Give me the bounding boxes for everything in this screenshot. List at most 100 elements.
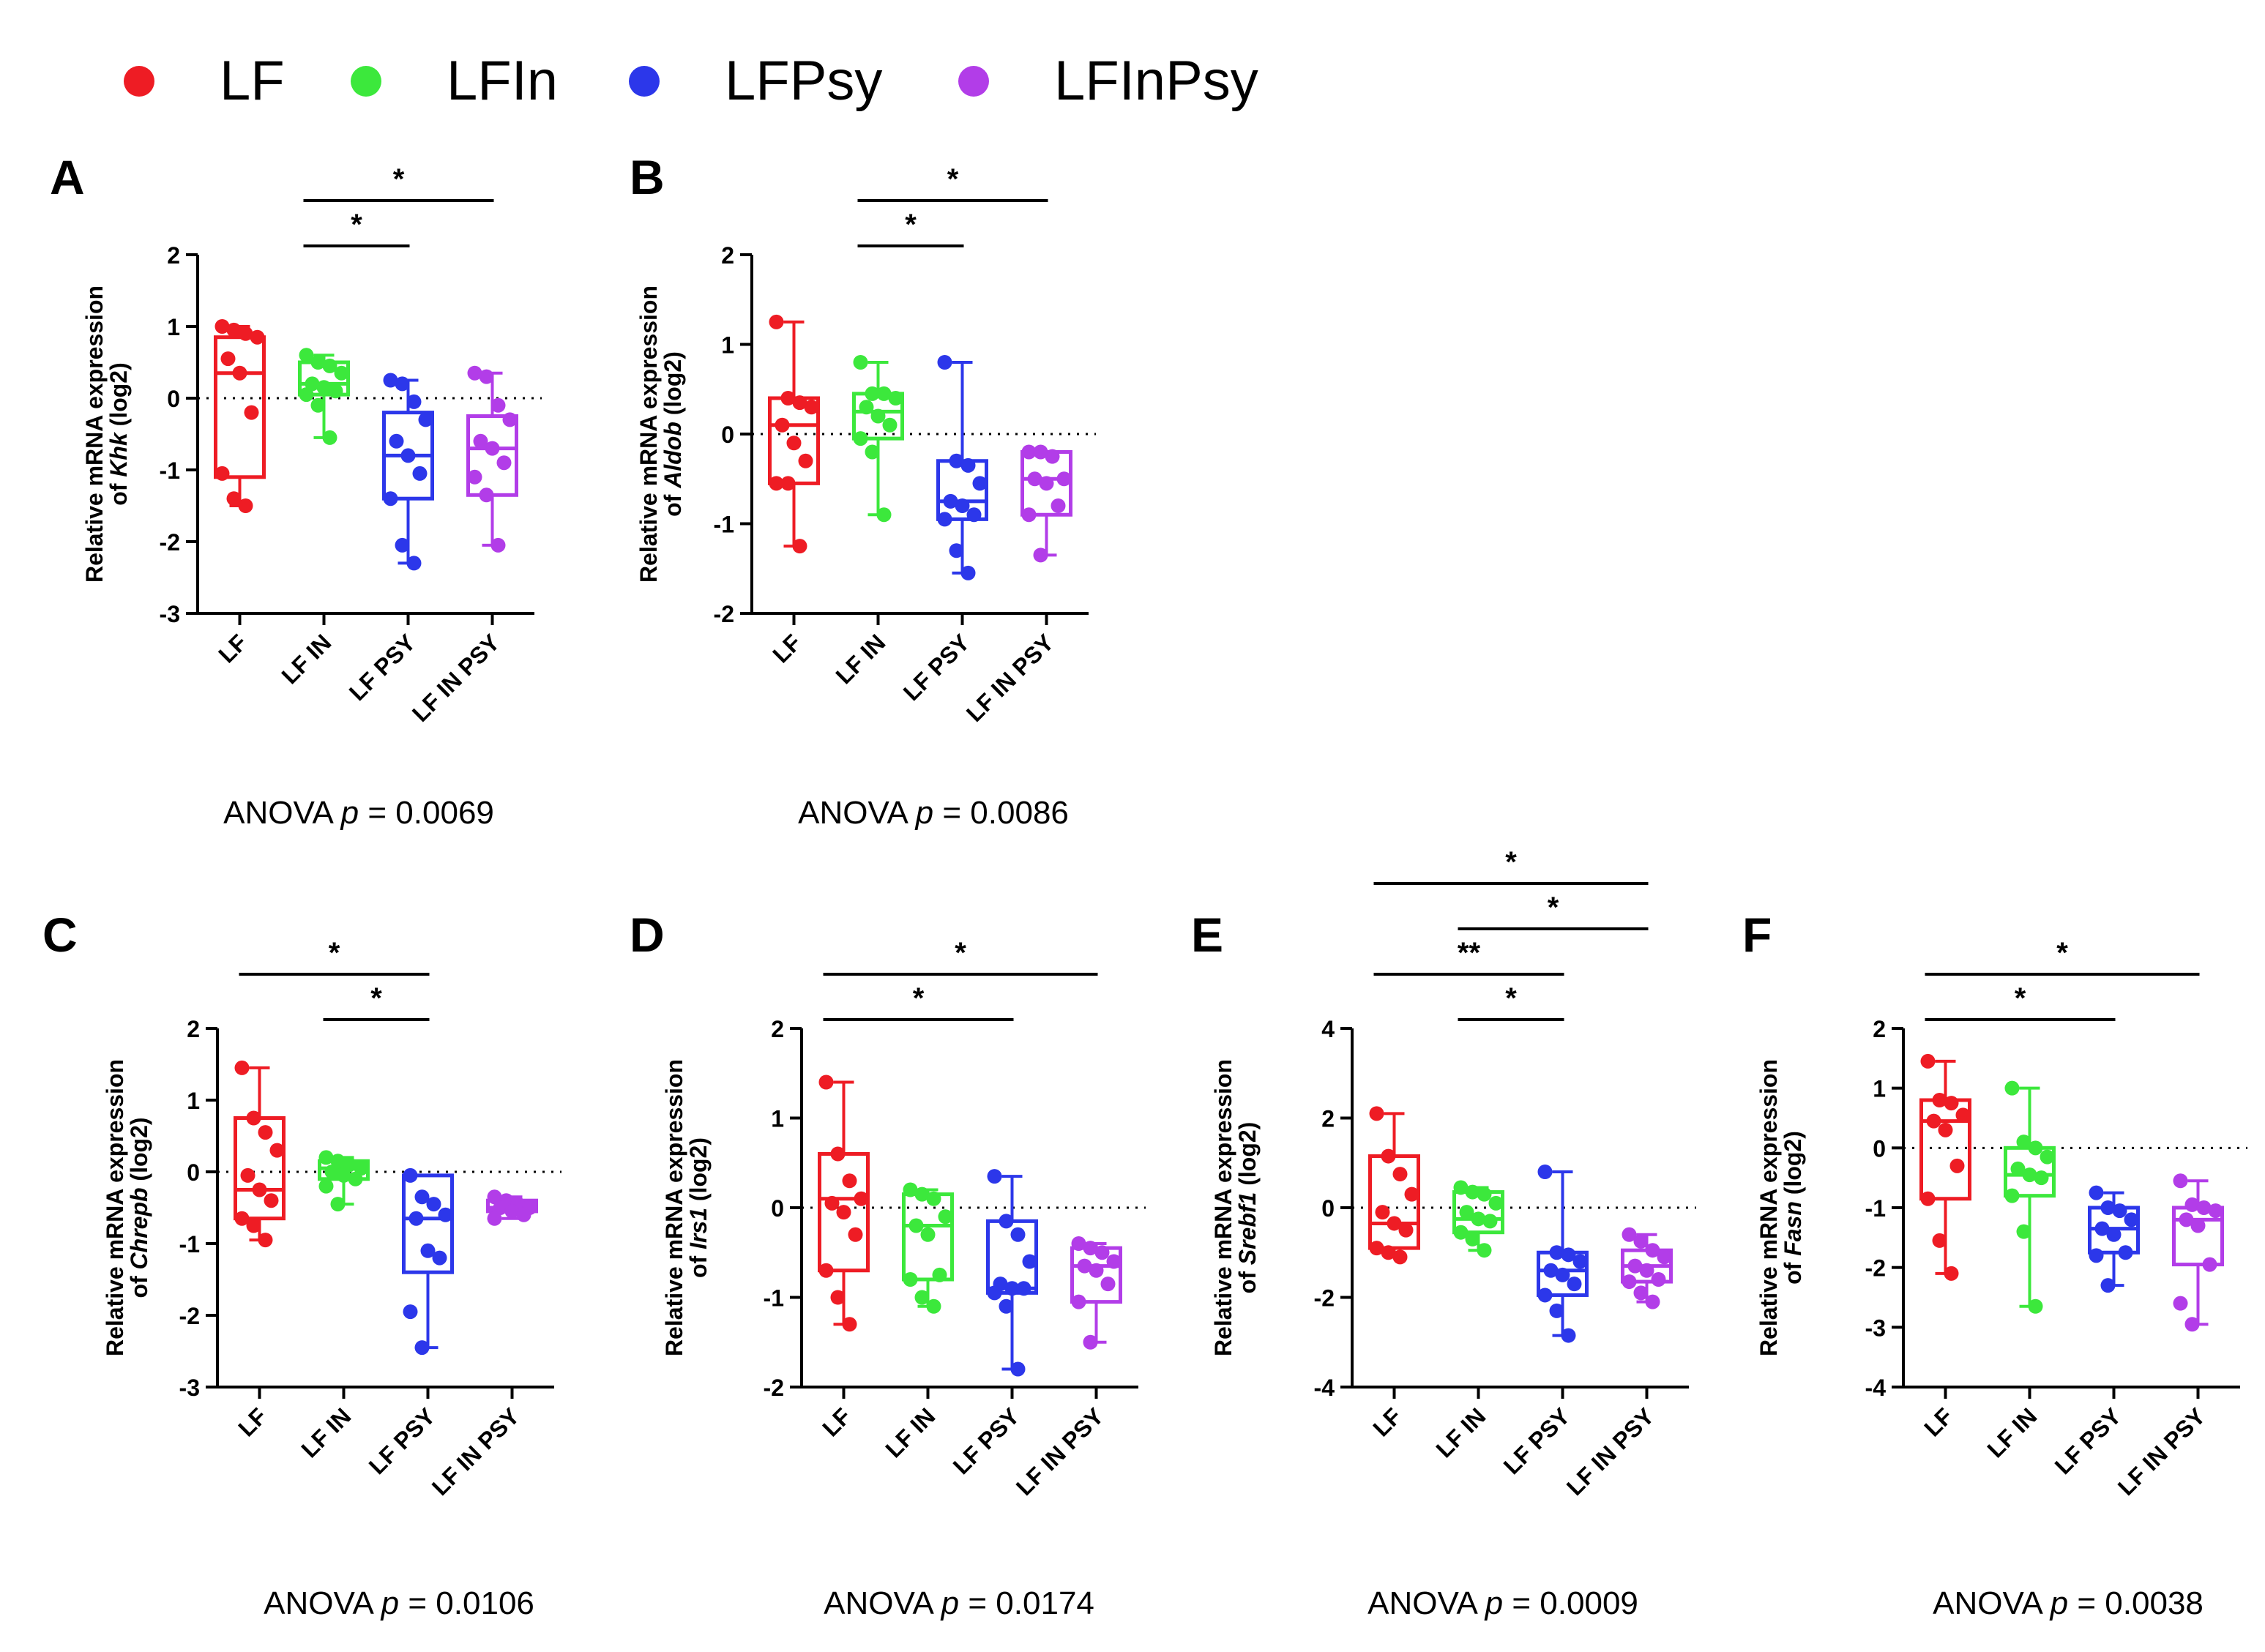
- y-axis-label-line1: Relative mRNA expression: [635, 285, 662, 583]
- box-lf-in-psy: [2172, 1173, 2224, 1332]
- legend-dot-lfpsy: [629, 66, 660, 97]
- legend-label-lfinpsy: LFInPsy: [1054, 50, 1258, 112]
- data-point: [1100, 1277, 1116, 1292]
- data-point: [1051, 498, 1066, 513]
- legend-label-lf: LF: [220, 50, 285, 112]
- data-point: [1369, 1241, 1384, 1256]
- data-point: [1381, 1245, 1396, 1260]
- data-point: [2112, 1203, 2127, 1219]
- y-axis-label-gene: Khk: [105, 431, 132, 477]
- x-tick-label: LF IN PSY: [427, 1402, 525, 1500]
- data-point: [1549, 1303, 1564, 1318]
- data-point: [258, 1233, 273, 1248]
- x-tick-label: LF PSY: [1499, 1402, 1575, 1479]
- data-point: [1477, 1186, 1492, 1202]
- y-tick-label: -2: [1314, 1285, 1335, 1312]
- data-point: [2196, 1200, 2212, 1215]
- anova-p: p: [1484, 1585, 1503, 1621]
- anova-p: p: [380, 1585, 399, 1621]
- data-point: [1375, 1205, 1390, 1220]
- data-point: [1010, 1361, 1026, 1377]
- data-point: [264, 1193, 279, 1208]
- data-point: [830, 1290, 846, 1305]
- data-point: [258, 1125, 273, 1140]
- significance-label: *: [351, 209, 362, 241]
- y-tick-label: 2: [721, 242, 734, 269]
- data-point: [903, 1272, 918, 1287]
- data-point: [1022, 1254, 1037, 1269]
- data-point: [2028, 1140, 2043, 1156]
- data-point: [322, 430, 337, 445]
- y-axis-label-line1: Relative mRNA expression: [81, 285, 108, 583]
- y-tick-label: 0: [167, 386, 180, 412]
- y-tick-label: -4: [1314, 1375, 1335, 1401]
- x-tick-label: LF IN PSY: [407, 629, 505, 727]
- data-point: [1633, 1233, 1649, 1249]
- data-point: [938, 1209, 953, 1225]
- data-point: [1938, 1122, 1953, 1137]
- data-point: [1033, 547, 1048, 563]
- data-point: [2100, 1278, 2116, 1293]
- data-point: [780, 476, 796, 491]
- y-tick-label: 1: [167, 314, 180, 340]
- data-point: [1572, 1254, 1588, 1269]
- data-point: [414, 1340, 430, 1356]
- significance-label: *: [1505, 846, 1517, 878]
- y-axis-label-of: of: [105, 477, 132, 506]
- box-iqr: [402, 1173, 454, 1274]
- box-lf-in: [1452, 1180, 1504, 1258]
- data-point: [330, 1154, 346, 1169]
- box-lf-in: [298, 348, 350, 445]
- data-point: [2034, 1170, 2049, 1186]
- data-point: [949, 543, 964, 558]
- anova-caption: ANOVA p = 0.0106: [264, 1585, 534, 1621]
- x-tick-label: LF IN: [880, 1402, 940, 1462]
- data-point: [1537, 1287, 1553, 1303]
- data-point: [408, 1211, 424, 1226]
- significance-label: *: [1548, 892, 1559, 924]
- legend-dot-lfinpsy: [958, 66, 989, 97]
- data-point: [1543, 1263, 1559, 1278]
- x-tick-label: LF: [817, 1402, 856, 1441]
- data-point: [2004, 1188, 2020, 1203]
- data-point: [972, 476, 988, 491]
- x-tick-label: LF: [1919, 1402, 1958, 1441]
- data-point: [2106, 1227, 2122, 1242]
- data-point: [1056, 471, 1072, 487]
- panel-letter: B: [630, 150, 665, 204]
- data-point: [966, 507, 982, 523]
- y-tick-label: 0: [1873, 1135, 1886, 1162]
- data-point: [473, 433, 488, 449]
- data-point: [999, 1298, 1014, 1314]
- data-point: [903, 1182, 918, 1197]
- data-point: [1398, 1222, 1414, 1238]
- anova-caption: ANOVA p = 0.0009: [1367, 1585, 1638, 1621]
- data-point: [2016, 1224, 2031, 1239]
- data-point: [403, 1304, 418, 1320]
- data-point: [1021, 444, 1037, 460]
- y-axis-label-of: of: [660, 488, 686, 517]
- anova-caption: ANOVA p = 0.0086: [798, 795, 1069, 831]
- y-tick-label: -2: [1865, 1255, 1886, 1282]
- x-tick-label: LF IN: [830, 629, 890, 689]
- data-point: [246, 1110, 261, 1126]
- anova-prefix: ANOVA: [1933, 1585, 2051, 1621]
- data-point: [1955, 1107, 1971, 1123]
- box-lf-psy: [986, 1169, 1038, 1377]
- data-point: [1071, 1236, 1086, 1251]
- box-lf-psy: [402, 1167, 454, 1356]
- data-point: [414, 1189, 430, 1205]
- box-lf-psy: [382, 373, 434, 571]
- data-point: [485, 441, 500, 456]
- data-point: [318, 1178, 334, 1194]
- x-tick-label: LF IN: [276, 629, 336, 689]
- y-tick-label: -1: [764, 1285, 784, 1312]
- y-axis-label-of: of: [1780, 1256, 1806, 1285]
- x-tick-label: LF PSY: [2050, 1402, 2127, 1479]
- box-lf-in: [902, 1182, 954, 1314]
- anova-p: p: [940, 1585, 959, 1621]
